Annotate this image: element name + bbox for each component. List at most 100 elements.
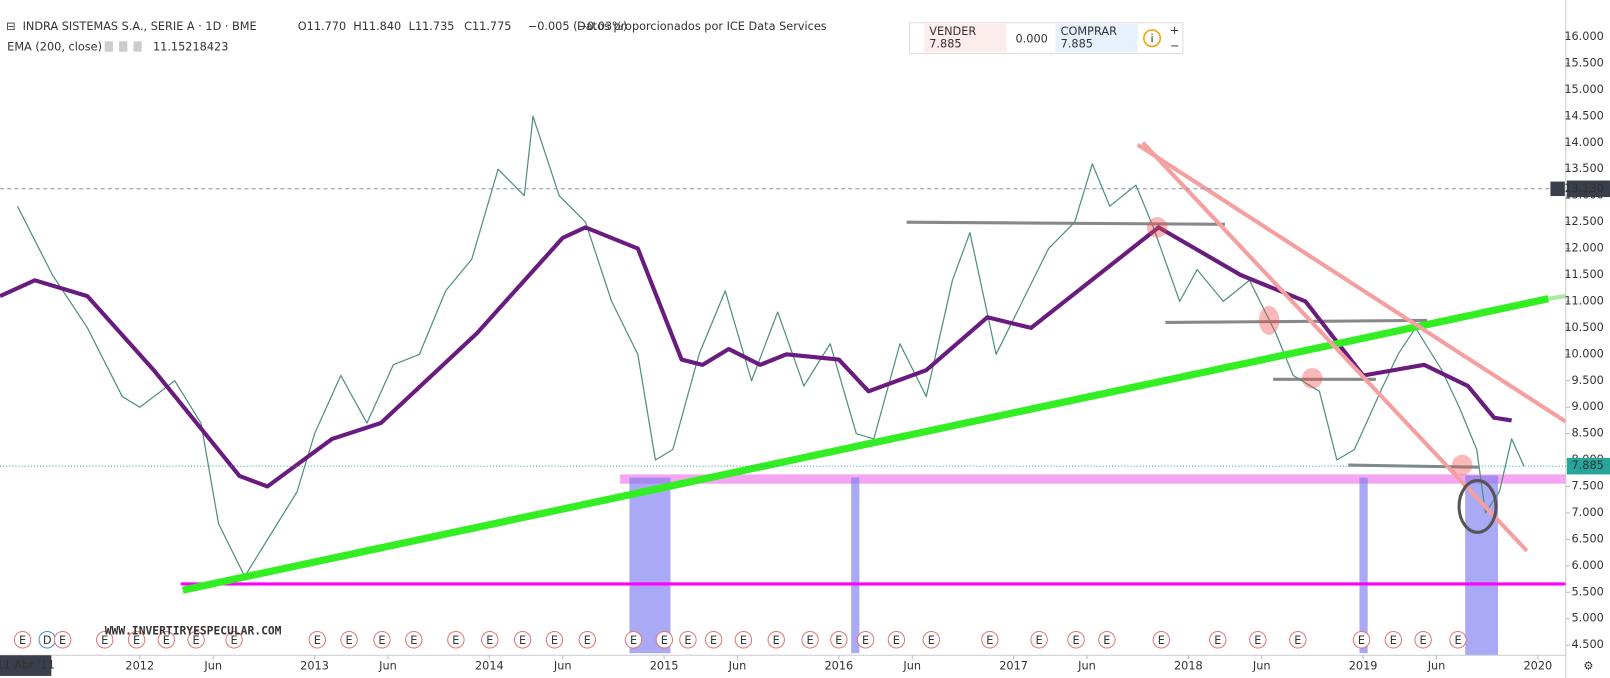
event-marker [704, 630, 723, 649]
event-label: E [346, 633, 353, 647]
date-box [0, 655, 52, 676]
crosshair-label: 13.130 [1564, 181, 1604, 195]
event-label: E [378, 633, 385, 647]
ohlc-value: L11.735 [409, 19, 455, 33]
sell-button[interactable] [924, 23, 1007, 53]
event-marker [1152, 630, 1171, 649]
x-tick-label: 2018 [1174, 659, 1203, 673]
event-label: E [1390, 633, 1397, 647]
event-label: E [519, 633, 526, 647]
event-label: E [740, 633, 747, 647]
event-marker [981, 630, 999, 649]
event-label: E [59, 633, 66, 647]
event-label: D [43, 633, 52, 647]
event-label: E [807, 633, 814, 647]
info-glyph[interactable]: i [1150, 31, 1153, 45]
plus-button[interactable]: + [1170, 23, 1179, 37]
y-tick-label: 13.500 [1564, 161, 1604, 175]
drawings [180, 220, 1566, 656]
x-tick-label: Jun [1077, 659, 1096, 673]
event-marker [225, 630, 243, 649]
buy-price[interactable]: 7.885 [1061, 36, 1093, 50]
y-tick-label: 9.000 [1572, 399, 1604, 413]
event-label: E [684, 633, 691, 647]
event-label: E [163, 633, 170, 647]
event-label: E [314, 633, 321, 647]
x-tick-label: 2015 [650, 659, 679, 673]
y-tick-label: 4.500 [1572, 637, 1604, 651]
event-label: E [584, 633, 591, 647]
event-marker [481, 630, 499, 649]
sell-label[interactable]: VENDER [929, 24, 976, 38]
y-tick-label: 14.000 [1564, 135, 1604, 149]
event-label: E [1214, 633, 1221, 647]
source: Datos proporcionados por ICE Data Servic… [577, 19, 827, 33]
event-marker [1209, 630, 1227, 649]
x-tick-label: 2017 [999, 659, 1028, 673]
y-tick-label: 9.500 [1572, 373, 1604, 387]
highlight-circle [1258, 305, 1280, 335]
event-marker [1030, 630, 1048, 649]
axes: 4.5005.0005.5006.0006.5007.0007.5008.000… [0, 29, 1610, 673]
buy-label[interactable]: COMPRAR [1061, 24, 1117, 38]
info-icon[interactable] [1143, 29, 1162, 48]
event-label: E [835, 633, 842, 647]
spread: 0.000 [1015, 31, 1047, 45]
y-tick-label: 10.500 [1564, 320, 1604, 334]
x-tick-label: Jun [1427, 659, 1446, 673]
event-marker [1289, 630, 1307, 649]
indicator-icon[interactable] [119, 41, 128, 52]
x-tick-label: Jun [728, 659, 747, 673]
event-label: E [1454, 633, 1461, 647]
event-marker [513, 630, 532, 649]
event-marker [447, 630, 465, 649]
event-marker [830, 630, 848, 649]
event-label: E [862, 633, 869, 647]
event-marker [96, 630, 114, 649]
highlight-ellipse [1457, 479, 1498, 534]
buy-button[interactable] [1055, 23, 1138, 53]
event-label: E [193, 633, 200, 647]
y-tick-label: 11.000 [1564, 293, 1604, 307]
trend-line [1136, 142, 1567, 424]
event-marker [187, 630, 205, 649]
drawings-top [182, 141, 1577, 594]
event-marker [373, 630, 391, 649]
menu-icon[interactable]: ⊟ [6, 19, 15, 33]
settings-icon[interactable]: ⚙ [1583, 659, 1593, 673]
symbol-title[interactable]: INDRA SISTEMAS S.A., SERIE A · 1D · BME [23, 19, 257, 33]
minus-button[interactable]: − [1170, 38, 1179, 52]
event-label: E [1294, 633, 1301, 647]
ohlc-value: C11.775 [464, 19, 511, 33]
indicator-icon[interactable] [104, 41, 113, 52]
price-line [16, 115, 1525, 578]
indicator-label[interactable]: EMA (200, close) [7, 40, 102, 54]
plot [0, 115, 1525, 578]
x-tick-label: 2014 [475, 659, 504, 673]
level-line [906, 220, 1225, 226]
event-label: E [1254, 633, 1261, 647]
event-marker [545, 630, 564, 649]
sell-price[interactable]: 7.885 [929, 36, 961, 50]
event-marker [1352, 630, 1371, 649]
y-tick-label: 14.500 [1564, 108, 1604, 122]
y-tick-label: 15.500 [1564, 55, 1604, 69]
event-label: E [893, 633, 900, 647]
ohlc-value: O11.770 [298, 19, 346, 33]
y-tick-label: 6.500 [1572, 531, 1604, 545]
x-tick-label: 2020 [1524, 659, 1553, 673]
event-label: E [486, 633, 493, 647]
event-label: E [1420, 633, 1427, 647]
event-marker [578, 630, 597, 649]
event-marker [655, 630, 674, 649]
indicator-icon[interactable] [133, 41, 142, 52]
start-date: 11 Abr '11 [0, 658, 55, 672]
event-label: E [661, 633, 668, 647]
watermark: WWW.INVERTIRYESPECULAR.COM [105, 623, 282, 637]
y-tick-label: 15.000 [1564, 82, 1604, 96]
event-label: E [630, 633, 637, 647]
event-label: E [231, 633, 238, 647]
event-label: E [1158, 633, 1165, 647]
